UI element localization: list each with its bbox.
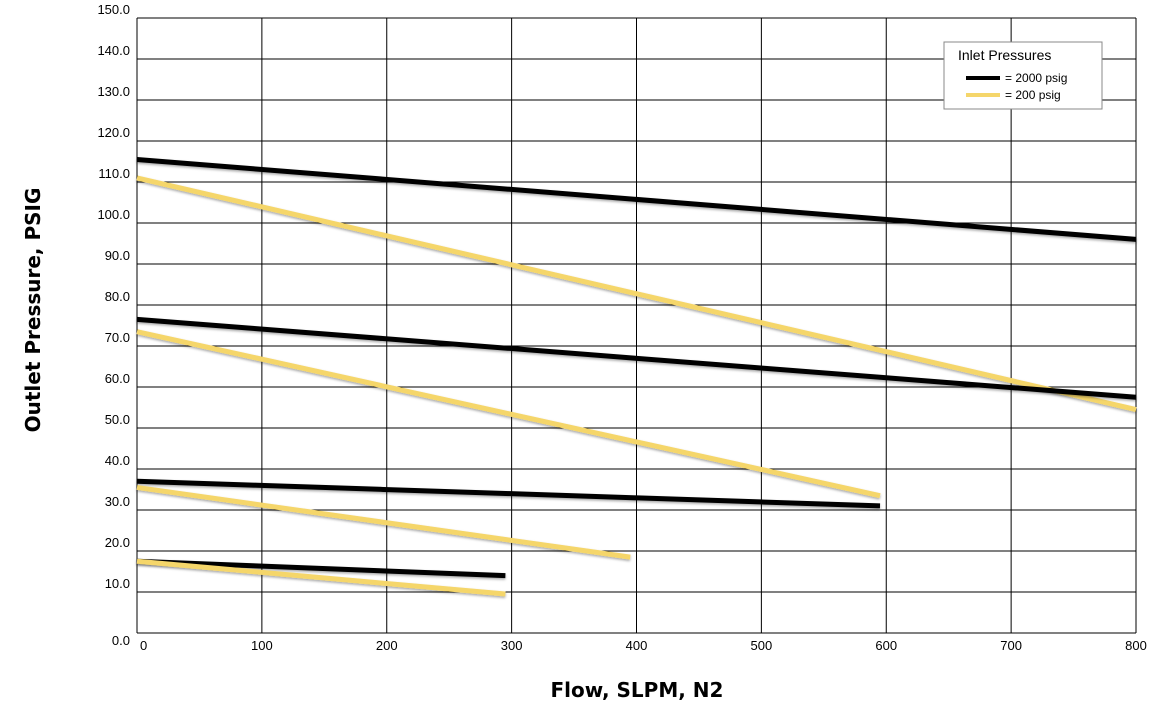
x-tick-label: 800 <box>1125 638 1147 653</box>
legend-box <box>943 41 1103 110</box>
y-tick-label: 90.0 <box>105 248 130 263</box>
legend: Inlet Pressures = 2000 psig = 200 psig <box>943 41 1103 110</box>
legend-label: = 2000 psig <box>1005 71 1067 85</box>
y-tick-label: 140.0 <box>97 43 130 58</box>
x-tick-label: 500 <box>751 638 773 653</box>
series-line-4 <box>136 478 881 509</box>
x-tick-label: 300 <box>501 638 523 653</box>
y-tick-label: 0.0 <box>112 633 130 648</box>
x-tick-label: 400 <box>626 638 648 653</box>
y-tick-label: 130.0 <box>97 84 130 99</box>
x-tick-label: 100 <box>251 638 273 653</box>
y-tick-label: 100.0 <box>97 207 130 222</box>
y-tick-label: 60.0 <box>105 371 130 386</box>
x-axis-title: Flow, SLPM, N2 <box>551 678 724 702</box>
series-line-0 <box>136 156 1137 242</box>
series-line-6 <box>136 558 506 579</box>
y-tick-label: 80.0 <box>105 289 130 304</box>
y-tick-label: 150.0 <box>97 2 130 17</box>
x-tick-label: 0 <box>140 638 147 653</box>
legend-title: Inlet Pressures <box>958 47 1051 63</box>
y-axis-ticks: 0.0 10.0 20.0 30.0 40.0 50.0 60.0 70.0 80.0 90.0 1… <box>97 2 130 648</box>
y-axis-title: Outlet Pressure, PSIG <box>21 188 45 433</box>
x-axis-ticks: 0 100 200 300 400 500 600 700 800 <box>140 638 1147 653</box>
y-tick-label: 110.0 <box>98 166 130 181</box>
series-line-1 <box>136 175 1137 412</box>
series-line-5 <box>136 484 631 560</box>
y-tick-label: 20.0 <box>105 535 130 550</box>
y-tick-label: 40.0 <box>105 453 130 468</box>
legend-entries: = 2000 psig = 200 psig <box>966 71 1067 102</box>
grid <box>136 17 1137 634</box>
x-tick-label: 700 <box>1000 638 1022 653</box>
series-line-2 <box>136 316 1137 400</box>
series-layer <box>136 156 1137 597</box>
y-tick-label: 30.0 <box>105 494 130 509</box>
y-tick-label: 50.0 <box>105 412 130 427</box>
y-tick-label: 10.0 <box>105 576 130 591</box>
y-tick-label: 120.0 <box>97 125 130 140</box>
x-tick-label: 600 <box>875 638 897 653</box>
x-tick-label: 200 <box>376 638 398 653</box>
legend-label: = 200 psig <box>1005 88 1061 102</box>
series-line-7 <box>136 558 506 597</box>
series-line-3 <box>136 329 881 499</box>
y-tick-label: 70.0 <box>105 330 130 345</box>
